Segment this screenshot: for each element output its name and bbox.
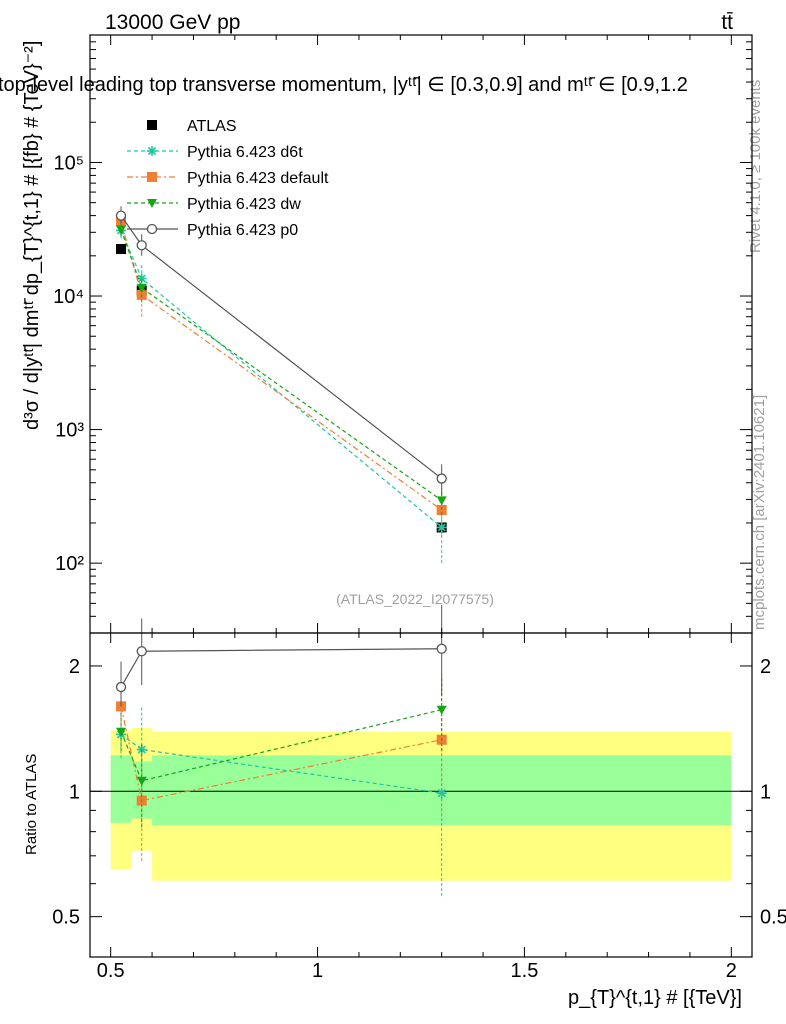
ratio-y-tick-label: 2	[69, 656, 80, 678]
line-dw	[120, 709, 442, 782]
main-series-layer	[115, 206, 447, 564]
plot-title: top-level leading top transverse momentu…	[0, 74, 688, 96]
point-d6t-1	[136, 273, 147, 284]
legend-label-data: ATLAS	[187, 118, 237, 135]
ratio-y-tick-label-right: 0.5	[760, 907, 786, 929]
ratio-y-tick-label-right: 1	[760, 781, 771, 803]
legend-marker-default	[147, 172, 157, 182]
point-d6t-2	[436, 788, 447, 799]
point-p0-0	[115, 210, 127, 221]
series-data	[116, 243, 447, 533]
line-p0	[120, 215, 443, 480]
main-y-axis-label: d³σ / d|yᵗᵗ̄| dmᵗᵗ̄ dp_{T}^{t,1} # [{fb}…	[21, 41, 43, 430]
axes-layer: 0.5 1 1.5 2 10² 10³ 10⁴ 10⁵ 0.5 0.5 1 1 2 2	[52, 34, 786, 982]
ratio-y-axis-label: Ratio to ATLAS	[23, 754, 40, 855]
ratio-y-tick-label-right: 2	[760, 656, 771, 678]
x-tick-label: 1.5	[511, 960, 539, 982]
legend-label-default: Pythia 6.423 default	[187, 170, 329, 187]
analysis-watermark: (ATLAS_2022_I2077575)	[336, 591, 494, 607]
rivet-label: Rivet 4.1.0, ≥ 100k events	[747, 80, 764, 253]
legend-marker-dw	[147, 199, 157, 208]
legend-marker-p0	[146, 223, 158, 235]
header-right: tt̄	[721, 11, 733, 34]
line-default	[120, 221, 443, 511]
ratio-y-tick-label: 1	[69, 781, 80, 803]
legend-label-p0: Pythia 6.423 p0	[187, 222, 298, 239]
legend-label-d6t: Pythia 6.423 d6t	[187, 144, 303, 161]
x-tick-label: 2	[726, 960, 737, 982]
ratio-frame	[89, 632, 753, 958]
series-dw	[116, 675, 447, 828]
point-default-2	[436, 505, 447, 516]
line-dw	[120, 229, 443, 501]
legend-marker-data	[147, 120, 157, 130]
line-d6t	[120, 230, 443, 528]
point-dw-0	[116, 225, 127, 235]
legend: ATLAS Pythia 6.423 d6t Pythia 6.423 defaul…	[127, 118, 329, 239]
point-p0-2	[436, 473, 447, 484]
point-dw-2	[436, 705, 447, 715]
x-tick-label: 0.5	[97, 960, 125, 982]
point-p0-2	[436, 643, 447, 654]
ratio-series-layer	[115, 605, 447, 897]
mcplots-label: mcplots.cern.ch [arXiv:2401.10621]	[751, 395, 768, 630]
point-dw-0	[116, 727, 127, 737]
ratio-uncertainty-bands	[110, 727, 732, 881]
y-tick-label: 10⁴	[53, 286, 84, 308]
point-dw-2	[436, 496, 447, 506]
x-axis-label: p_{T}^{t,1} # [{TeV}]	[568, 987, 742, 1009]
series-d6t	[116, 223, 447, 564]
point-d6t-2	[436, 522, 447, 533]
series-p0	[115, 605, 447, 707]
point-p0-0	[115, 681, 127, 693]
ratio-y-tick-label: 0.5	[52, 907, 80, 929]
line-default	[120, 706, 442, 802]
point-p0-1	[136, 240, 147, 251]
point-p0-1	[136, 646, 147, 657]
header-left: 13000 GeV pp	[105, 11, 240, 34]
line-p0	[120, 648, 442, 688]
y-tick-label: 10²	[55, 553, 84, 575]
point-dw-1	[136, 283, 147, 293]
y-tick-label: 10³	[55, 420, 84, 442]
band-inner-0	[110, 755, 132, 823]
x-tick-label: 1	[312, 960, 323, 982]
point-data-0	[116, 243, 127, 254]
point-dw-1	[136, 776, 147, 786]
legend-marker-d6t	[147, 146, 157, 156]
legend-label-dw: Pythia 6.423 dw	[187, 196, 301, 213]
y-tick-label: 10⁵	[53, 152, 84, 174]
series-dw	[116, 223, 447, 515]
series-p0	[115, 206, 447, 496]
